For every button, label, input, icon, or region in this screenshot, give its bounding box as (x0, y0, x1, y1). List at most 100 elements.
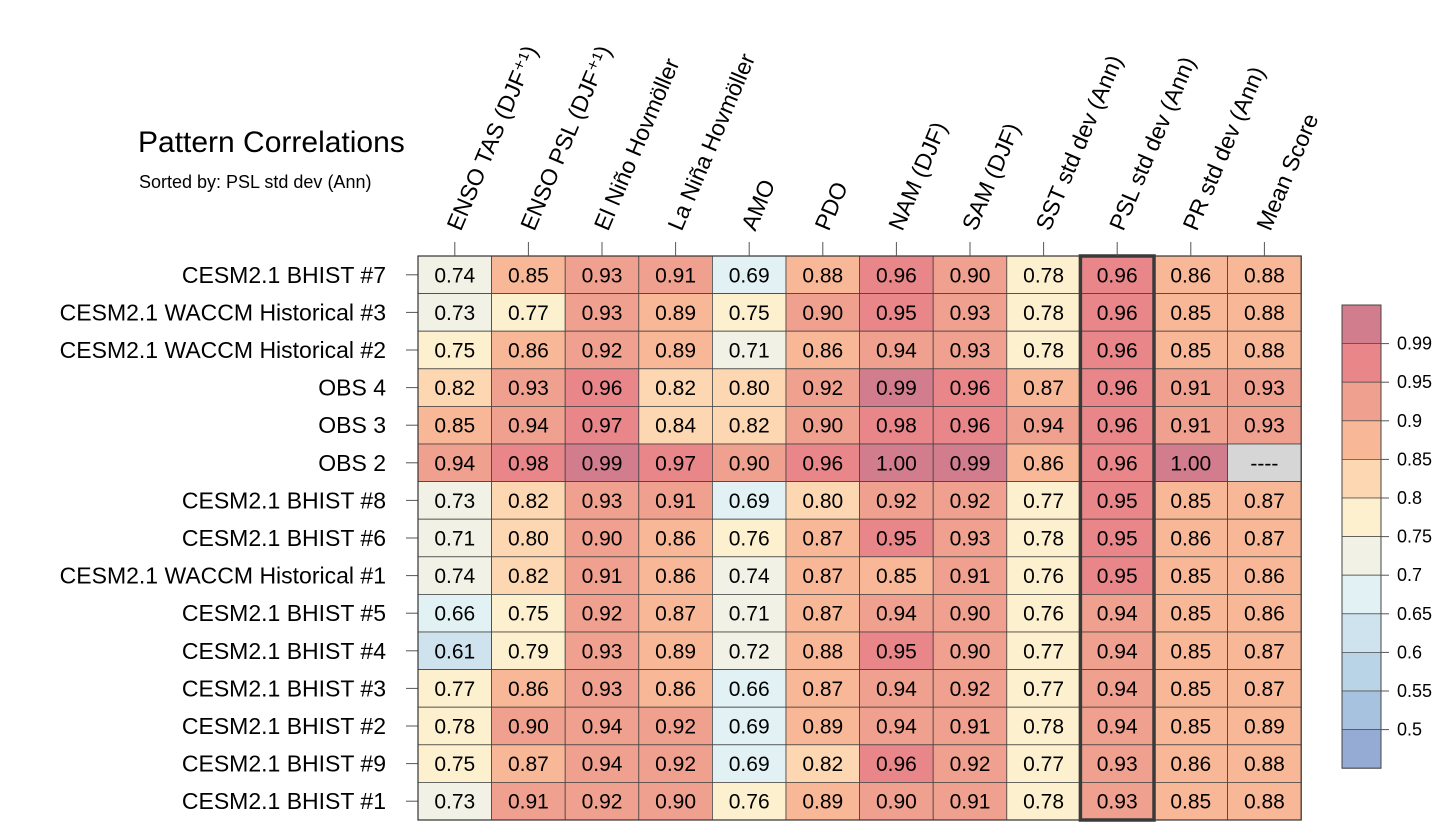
heatmap-cell (785, 518, 860, 558)
heatmap-cell (785, 481, 860, 520)
heatmap-cell (859, 556, 934, 595)
cell-value: 0.89 (802, 791, 843, 814)
heatmap-cell (417, 556, 492, 595)
cell-value: 0.96 (1097, 302, 1138, 325)
cell-value: 0.93 (1244, 377, 1285, 400)
cell-value: 0.78 (1023, 528, 1064, 551)
cell-value: 0.89 (655, 302, 696, 325)
cell-value: 0.90 (876, 791, 917, 814)
row-label: CESM2.1 BHIST #4 (182, 638, 386, 664)
heatmap-cell (1080, 293, 1155, 332)
cell-value: 0.82 (434, 377, 475, 400)
heatmap-cell (1227, 443, 1302, 482)
heatmap-cell (564, 368, 640, 407)
heatmap-cell (638, 481, 713, 520)
heatmap-cell (491, 782, 566, 821)
legend-swatch (1341, 690, 1382, 730)
cell-value: 0.92 (950, 490, 991, 513)
cell-value: 0.78 (1023, 791, 1064, 814)
cell-value: 0.92 (876, 490, 917, 513)
heatmap-cell (564, 782, 640, 821)
heatmap-cell (491, 556, 566, 595)
heatmap-cell (932, 631, 1008, 670)
cell-value: 0.94 (1097, 640, 1138, 663)
cell-value: 0.89 (1244, 716, 1285, 739)
cell-value: 0.79 (508, 640, 549, 663)
cell-value: 0.88 (1244, 753, 1285, 776)
cell-value: 0.99 (582, 452, 623, 475)
heatmap-cell (638, 594, 713, 633)
row-label: CESM2.1 WACCM Historical #3 (60, 299, 386, 325)
cell-value: 1.00 (876, 452, 917, 475)
row-label: CESM2.1 BHIST #5 (182, 600, 386, 626)
cell-value: 0.80 (508, 528, 549, 551)
cell-value: 0.87 (655, 603, 696, 626)
cell-value: 0.96 (876, 753, 917, 776)
heatmap-cell (417, 368, 492, 407)
cell-value: 0.61 (434, 640, 475, 663)
row-label: CESM2.1 BHIST #8 (182, 487, 386, 513)
legend-swatch (1341, 613, 1382, 653)
heatmap-cell (1080, 782, 1155, 821)
row-label: CESM2.1 BHIST #2 (182, 713, 386, 739)
heatmap-cell (564, 706, 640, 746)
heatmap-cell (785, 744, 860, 783)
cell-value: 0.73 (434, 490, 475, 513)
cell-value: 0.86 (508, 678, 549, 701)
cell-value: 0.92 (582, 791, 623, 814)
heatmap-cell (712, 443, 787, 482)
cell-value: 0.94 (582, 716, 623, 739)
cell-value: 0.85 (1170, 565, 1211, 588)
cell-value: 0.82 (729, 415, 770, 438)
heatmap-cell (1006, 330, 1081, 370)
cell-value: 0.87 (1244, 528, 1285, 551)
cell-value: 0.69 (729, 753, 770, 776)
legend-label-0-95: 0.95 (1397, 372, 1432, 392)
heatmap-cell (564, 518, 640, 558)
cell-value: 0.78 (1023, 302, 1064, 325)
heatmap-cell (785, 706, 860, 746)
legend-swatch (1341, 343, 1382, 383)
legend-label-0-6: 0.6 (1397, 642, 1422, 662)
cell-value: 0.96 (1097, 415, 1138, 438)
cell-value: 0.91 (950, 565, 991, 588)
heatmap-cell (638, 782, 713, 821)
heatmap-cell (859, 368, 934, 407)
heatmap-cell (932, 744, 1008, 783)
cell-value: 0.88 (802, 640, 843, 663)
cell-value: 0.86 (1023, 452, 1064, 475)
heatmap-cell (1080, 631, 1155, 670)
heatmap-cell (1153, 443, 1228, 482)
cell-value: 0.78 (1023, 264, 1064, 287)
cell-value: 0.77 (1023, 753, 1064, 776)
heatmap-cell (417, 405, 492, 445)
cell-value: 0.88 (1244, 302, 1285, 325)
cell-value: 0.99 (876, 377, 917, 400)
column-label: AMO (736, 176, 780, 234)
cell-value: 0.85 (508, 264, 549, 287)
column-label: PDO (809, 178, 852, 234)
cell-value: 0.96 (1097, 377, 1138, 400)
legend-swatch (1341, 729, 1382, 769)
cell-value: 0.82 (655, 377, 696, 400)
cell-value: 0.77 (1023, 678, 1064, 701)
heatmap-cell (932, 481, 1008, 520)
cell-value: 0.93 (1244, 415, 1285, 438)
heatmap-cell (417, 631, 492, 670)
cell-value: 0.85 (1170, 716, 1211, 739)
heatmap-cell (712, 405, 787, 445)
heatmap-cell (638, 631, 713, 670)
cell-value: 0.86 (802, 340, 843, 363)
cell-value: 0.95 (1097, 528, 1138, 551)
cell-value: 0.96 (582, 377, 623, 400)
heatmap-cell (1227, 330, 1302, 370)
heatmap-cell (638, 518, 713, 558)
cell-value: 0.74 (434, 565, 475, 588)
heatmap-cell (712, 368, 787, 407)
cell-value: 0.97 (655, 452, 696, 475)
cell-value: 0.94 (876, 678, 917, 701)
heatmap-cell (1153, 405, 1228, 445)
legend-label-0-85: 0.85 (1397, 449, 1432, 469)
row-label: OBS 4 (318, 375, 386, 401)
row-label: OBS 3 (318, 412, 386, 438)
